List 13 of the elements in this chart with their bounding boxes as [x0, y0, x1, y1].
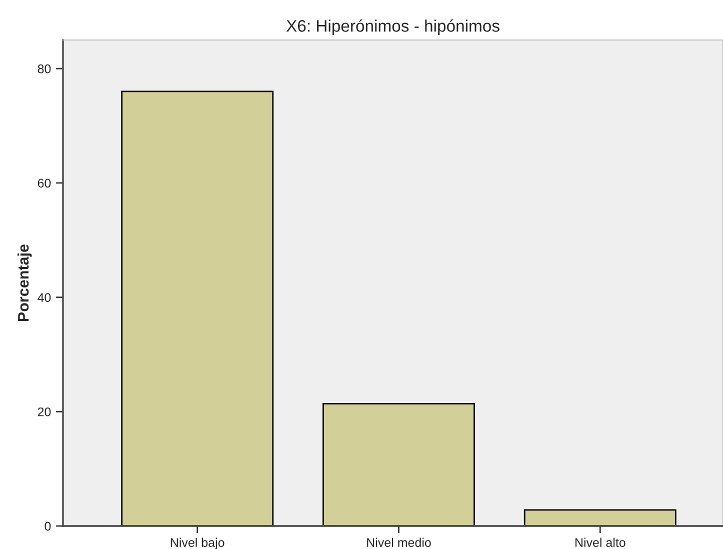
y-tick-label: 20 [38, 407, 51, 416]
x-tick-label: Nivel bajo [170, 538, 224, 549]
x-tick-label: Nivel medio [367, 538, 431, 547]
x-tick-label: Nivel alto [575, 538, 626, 547]
y-tick-label: 80 [38, 64, 51, 74]
y-tick-label: 0 [44, 522, 51, 531]
y-tick-label: 40 [38, 293, 51, 302]
bar [322, 402, 475, 526]
y-tick-label: 60 [38, 178, 51, 188]
chart-title: X6: Hiperónimos - hipónimos [286, 19, 500, 36]
bar [121, 90, 274, 526]
y-axis-title: Porcentaje [17, 244, 32, 322]
bar [524, 509, 676, 526]
